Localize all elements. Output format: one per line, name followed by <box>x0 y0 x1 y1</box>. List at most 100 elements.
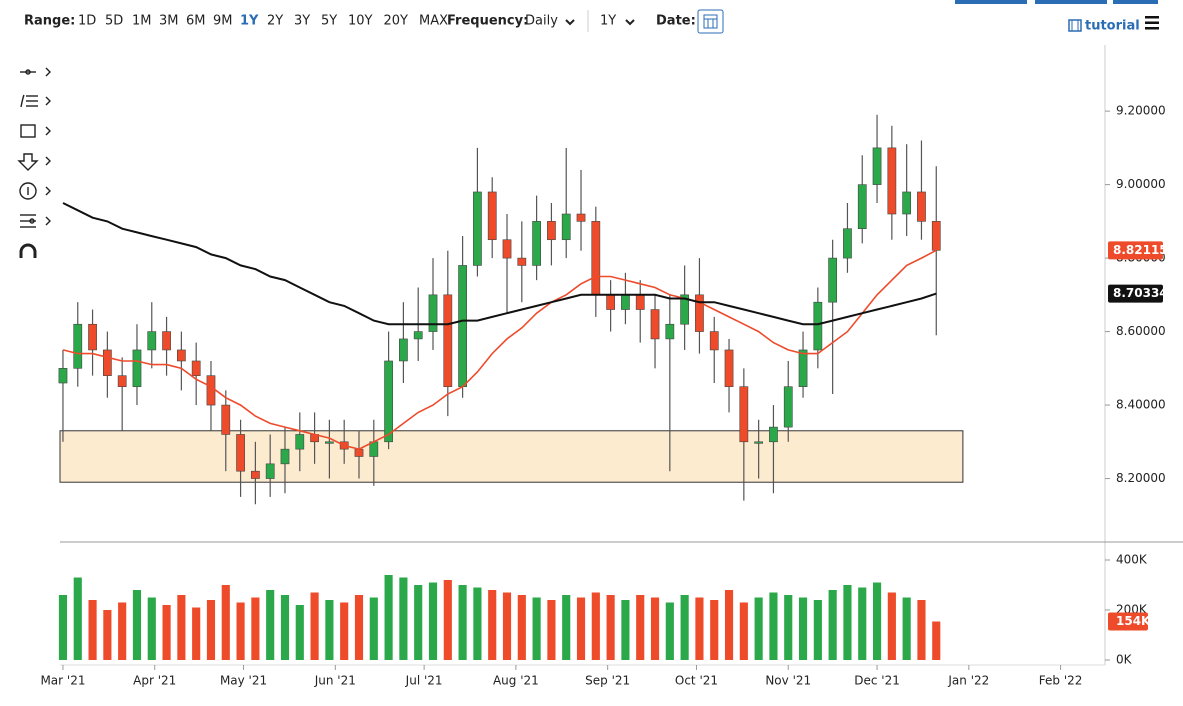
volume-bar <box>784 595 793 660</box>
volume-bar <box>58 595 68 660</box>
volume-bar <box>591 592 600 660</box>
candle-body <box>917 191 926 222</box>
calendar-button[interactable] <box>697 9 724 34</box>
candle-body <box>221 404 231 435</box>
period-select[interactable]: 1Y <box>600 14 616 29</box>
ma-label-box <box>1108 284 1163 303</box>
candle-body <box>828 257 838 303</box>
volume-bar <box>665 602 674 660</box>
measure-tool[interactable] <box>20 214 51 228</box>
candle-body <box>102 349 112 376</box>
menu-icon[interactable] <box>1145 16 1159 30</box>
volume-bar <box>458 585 467 660</box>
x-tick-label: Dec '21 <box>854 674 900 688</box>
range-button[interactable]: 5D <box>105 14 123 29</box>
volume-bar <box>932 621 941 660</box>
frequency-label: Frequency: <box>447 14 528 29</box>
shape-tool[interactable] <box>20 124 51 138</box>
volume-bar <box>902 597 911 660</box>
volume-bar <box>236 602 245 660</box>
candle-body <box>177 349 186 362</box>
candle-body <box>295 434 305 450</box>
candle-body <box>635 294 645 310</box>
volume-bar <box>473 587 482 660</box>
candle-body <box>73 323 83 369</box>
candle-body <box>695 294 704 332</box>
fib-tool[interactable] <box>20 94 51 108</box>
range-button[interactable]: 2Y <box>267 14 283 29</box>
frequency-select[interactable]: Daily <box>525 14 558 29</box>
volume-bar <box>428 582 438 660</box>
range-button[interactable]: 3M <box>159 14 179 29</box>
volume-bar <box>206 600 216 660</box>
volume-bar <box>73 577 82 660</box>
range-button[interactable]: MAX <box>419 14 448 29</box>
top-button <box>955 0 1027 4</box>
magnet-tool[interactable] <box>19 243 37 258</box>
candle-body <box>413 331 423 340</box>
candle-body <box>606 294 615 310</box>
candle-body <box>236 434 245 472</box>
candle-body <box>280 448 290 465</box>
volume-bar <box>488 590 497 660</box>
chevron <box>565 19 575 26</box>
volume-bar <box>710 600 719 660</box>
volume-bar <box>562 595 571 660</box>
volume-bar <box>414 585 423 660</box>
candle-body <box>354 448 364 457</box>
range-button[interactable]: 1Y <box>240 14 259 29</box>
candle-body <box>502 239 512 259</box>
range-button[interactable]: 1D <box>78 14 96 29</box>
x-tick-label: Nov '21 <box>765 674 811 688</box>
candle-body <box>783 386 793 428</box>
volume-bar <box>621 600 630 660</box>
line-tool[interactable] <box>20 67 51 77</box>
candle-body <box>191 360 201 376</box>
volume-tick-label: 0K <box>1116 653 1133 667</box>
volume-bar <box>103 610 112 660</box>
range-button[interactable]: 5Y <box>321 14 337 29</box>
range-label: Range: <box>24 14 75 29</box>
candle-body <box>769 426 778 443</box>
range-button[interactable]: 1M <box>132 14 152 29</box>
x-tick-label: May '21 <box>220 674 267 688</box>
range-button[interactable]: 3Y <box>294 14 310 29</box>
candle-body <box>739 386 749 443</box>
volume-label: 154K <box>1116 614 1151 628</box>
tutorial-link[interactable]: tutorial <box>1085 19 1140 34</box>
range-button[interactable]: 9M <box>213 14 233 29</box>
candle-body <box>265 463 275 479</box>
volume-bar <box>532 597 541 660</box>
candle-body <box>857 184 867 230</box>
candle-body <box>709 331 719 351</box>
candle-body <box>487 191 497 241</box>
volume-bar <box>280 595 290 660</box>
volume-bar <box>162 605 171 660</box>
volume-bar <box>502 592 512 660</box>
support-zone <box>59 430 964 483</box>
arrow-tool[interactable] <box>17 153 51 171</box>
range-button[interactable]: 20Y <box>384 14 409 29</box>
volume-bar <box>221 585 230 660</box>
date-label: Date: <box>656 14 696 29</box>
range-button[interactable]: 10Y <box>348 14 373 29</box>
candle-body <box>843 228 852 259</box>
candle-body <box>547 221 556 241</box>
candle-body <box>117 375 127 387</box>
volume-bar <box>266 590 275 660</box>
volume-bar <box>192 607 201 660</box>
candle-body <box>621 294 630 310</box>
candle-body <box>754 441 764 444</box>
top-button <box>1113 0 1158 4</box>
candle-body <box>561 213 571 241</box>
volume-bar <box>251 597 260 660</box>
range-button[interactable]: 6M <box>186 14 206 29</box>
annotation-tool[interactable] <box>19 182 51 200</box>
volume-bar <box>88 600 97 660</box>
x-tick-label: Sep '21 <box>585 674 630 688</box>
volume-bar <box>369 597 378 660</box>
volume-bar <box>606 595 615 660</box>
volume-bar <box>147 597 156 660</box>
volume-bar <box>813 600 822 660</box>
